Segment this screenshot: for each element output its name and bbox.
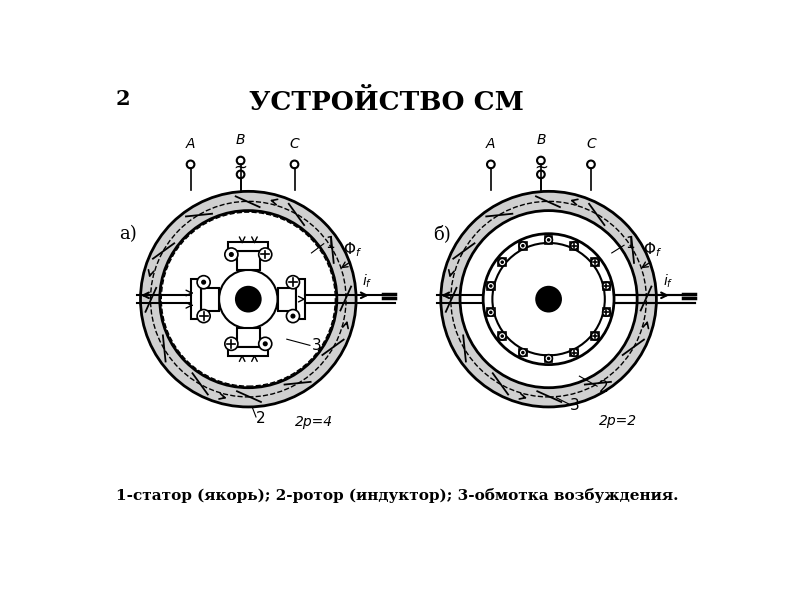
- Circle shape: [591, 259, 598, 266]
- Polygon shape: [228, 347, 268, 356]
- Circle shape: [498, 259, 506, 266]
- Text: 3: 3: [311, 338, 321, 353]
- Circle shape: [487, 308, 494, 316]
- Circle shape: [591, 332, 598, 340]
- Circle shape: [501, 335, 503, 337]
- Circle shape: [519, 349, 526, 356]
- Circle shape: [225, 337, 238, 350]
- Circle shape: [160, 211, 337, 388]
- Circle shape: [522, 352, 524, 353]
- Circle shape: [197, 275, 210, 289]
- Text: б): б): [433, 224, 451, 242]
- Circle shape: [602, 308, 610, 316]
- Circle shape: [258, 337, 272, 350]
- Circle shape: [498, 332, 506, 340]
- Circle shape: [286, 310, 299, 323]
- Bar: [591, 259, 599, 266]
- Circle shape: [490, 285, 492, 287]
- Bar: [545, 355, 553, 362]
- Polygon shape: [237, 251, 260, 270]
- Polygon shape: [237, 328, 260, 347]
- Circle shape: [547, 358, 550, 359]
- Text: B: B: [536, 133, 546, 146]
- Circle shape: [219, 270, 278, 328]
- Text: C: C: [290, 137, 299, 151]
- Text: 1-статор (якорь); 2-ротор (индуктор); 3-обмотка возбуждения.: 1-статор (якорь); 2-ротор (индуктор); 3-…: [116, 488, 678, 503]
- Circle shape: [230, 253, 233, 256]
- Text: A: A: [186, 137, 195, 151]
- Bar: [498, 259, 506, 266]
- Bar: [570, 349, 578, 356]
- Circle shape: [258, 248, 272, 261]
- Polygon shape: [228, 242, 268, 251]
- Bar: [591, 332, 599, 340]
- Text: 2: 2: [598, 380, 608, 395]
- Text: A: A: [486, 137, 496, 151]
- Text: $i_f$: $i_f$: [362, 272, 373, 290]
- Circle shape: [141, 191, 356, 407]
- Circle shape: [536, 287, 561, 311]
- Text: ~: ~: [234, 158, 248, 176]
- Circle shape: [501, 261, 503, 263]
- Text: ~: ~: [534, 158, 548, 176]
- Circle shape: [522, 245, 524, 247]
- Circle shape: [263, 342, 267, 346]
- Bar: [519, 242, 526, 250]
- Text: 2: 2: [256, 411, 266, 426]
- Circle shape: [547, 239, 550, 241]
- Circle shape: [483, 234, 614, 365]
- Text: $\Phi_f$: $\Phi_f$: [343, 241, 362, 259]
- Polygon shape: [201, 287, 219, 311]
- Circle shape: [286, 275, 299, 289]
- Circle shape: [545, 355, 553, 362]
- Circle shape: [487, 282, 494, 290]
- Circle shape: [570, 349, 578, 356]
- Circle shape: [460, 211, 637, 388]
- Circle shape: [570, 242, 578, 250]
- Text: а): а): [119, 224, 137, 242]
- Text: 1: 1: [626, 236, 635, 251]
- Text: 2p=4: 2p=4: [294, 415, 333, 430]
- Text: B: B: [236, 133, 246, 146]
- Circle shape: [441, 191, 656, 407]
- Text: 2p=2: 2p=2: [598, 414, 637, 428]
- Circle shape: [602, 282, 610, 290]
- Bar: [487, 282, 494, 290]
- Text: 3: 3: [570, 398, 580, 413]
- Polygon shape: [296, 279, 306, 319]
- Circle shape: [490, 311, 492, 313]
- Text: 1: 1: [326, 236, 335, 251]
- Circle shape: [519, 242, 526, 250]
- Text: $\Phi_f$: $\Phi_f$: [643, 241, 662, 259]
- Bar: [487, 308, 494, 316]
- Text: C: C: [586, 137, 596, 151]
- Bar: [602, 282, 610, 290]
- Text: УСТРОЙСТВО СМ: УСТРОЙСТВО СМ: [250, 89, 524, 115]
- Bar: [498, 332, 506, 340]
- Text: $i_f$: $i_f$: [662, 272, 673, 290]
- Polygon shape: [278, 287, 296, 311]
- Circle shape: [236, 287, 261, 311]
- Bar: [519, 349, 526, 356]
- Circle shape: [197, 310, 210, 323]
- Circle shape: [225, 248, 238, 261]
- Circle shape: [291, 314, 294, 318]
- Polygon shape: [191, 279, 201, 319]
- Bar: [570, 242, 578, 250]
- Circle shape: [202, 280, 206, 284]
- Bar: [602, 308, 610, 316]
- Circle shape: [545, 236, 553, 244]
- Bar: [545, 236, 553, 244]
- Text: 2: 2: [116, 89, 130, 109]
